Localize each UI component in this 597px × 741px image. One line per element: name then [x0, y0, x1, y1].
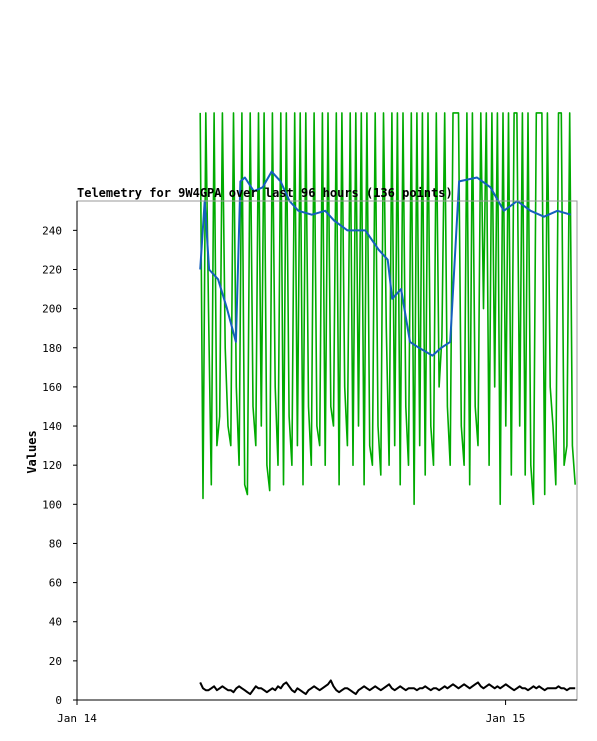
- y-tick-label: 140: [42, 420, 62, 433]
- series-line-green: [199, 112, 576, 506]
- y-tick-label: 180: [42, 342, 62, 355]
- y-tick-label: 240: [42, 224, 62, 237]
- plot-lines: [199, 112, 576, 696]
- y-tick-label: 220: [42, 263, 62, 276]
- series-line-black: [199, 679, 576, 696]
- y-axis-title: Values: [25, 430, 39, 473]
- y-tick-label: 200: [42, 303, 62, 316]
- x-ticks: Jan 14 Jan 15: [57, 700, 525, 725]
- y-tick-label: 40: [49, 616, 62, 629]
- chart-title: Telemetry for 9W4GPA over last 96 hours …: [77, 186, 453, 200]
- y-tick-label: 60: [49, 577, 62, 590]
- y-tick-label: 100: [42, 498, 62, 511]
- x-tick-label: Jan 15: [486, 712, 526, 725]
- y-tick-label: 0: [55, 694, 62, 707]
- y-tick-label: 160: [42, 381, 62, 394]
- y-tick-label: 120: [42, 459, 62, 472]
- series-line-blue: [199, 170, 572, 357]
- y-tick-label: 20: [49, 655, 62, 668]
- x-tick-label: Jan 14: [57, 712, 97, 725]
- y-tick-label: 80: [49, 537, 62, 550]
- y-ticks: 0 20 40 60 80 100 120 140 160 180 200 220 240: [42, 224, 77, 707]
